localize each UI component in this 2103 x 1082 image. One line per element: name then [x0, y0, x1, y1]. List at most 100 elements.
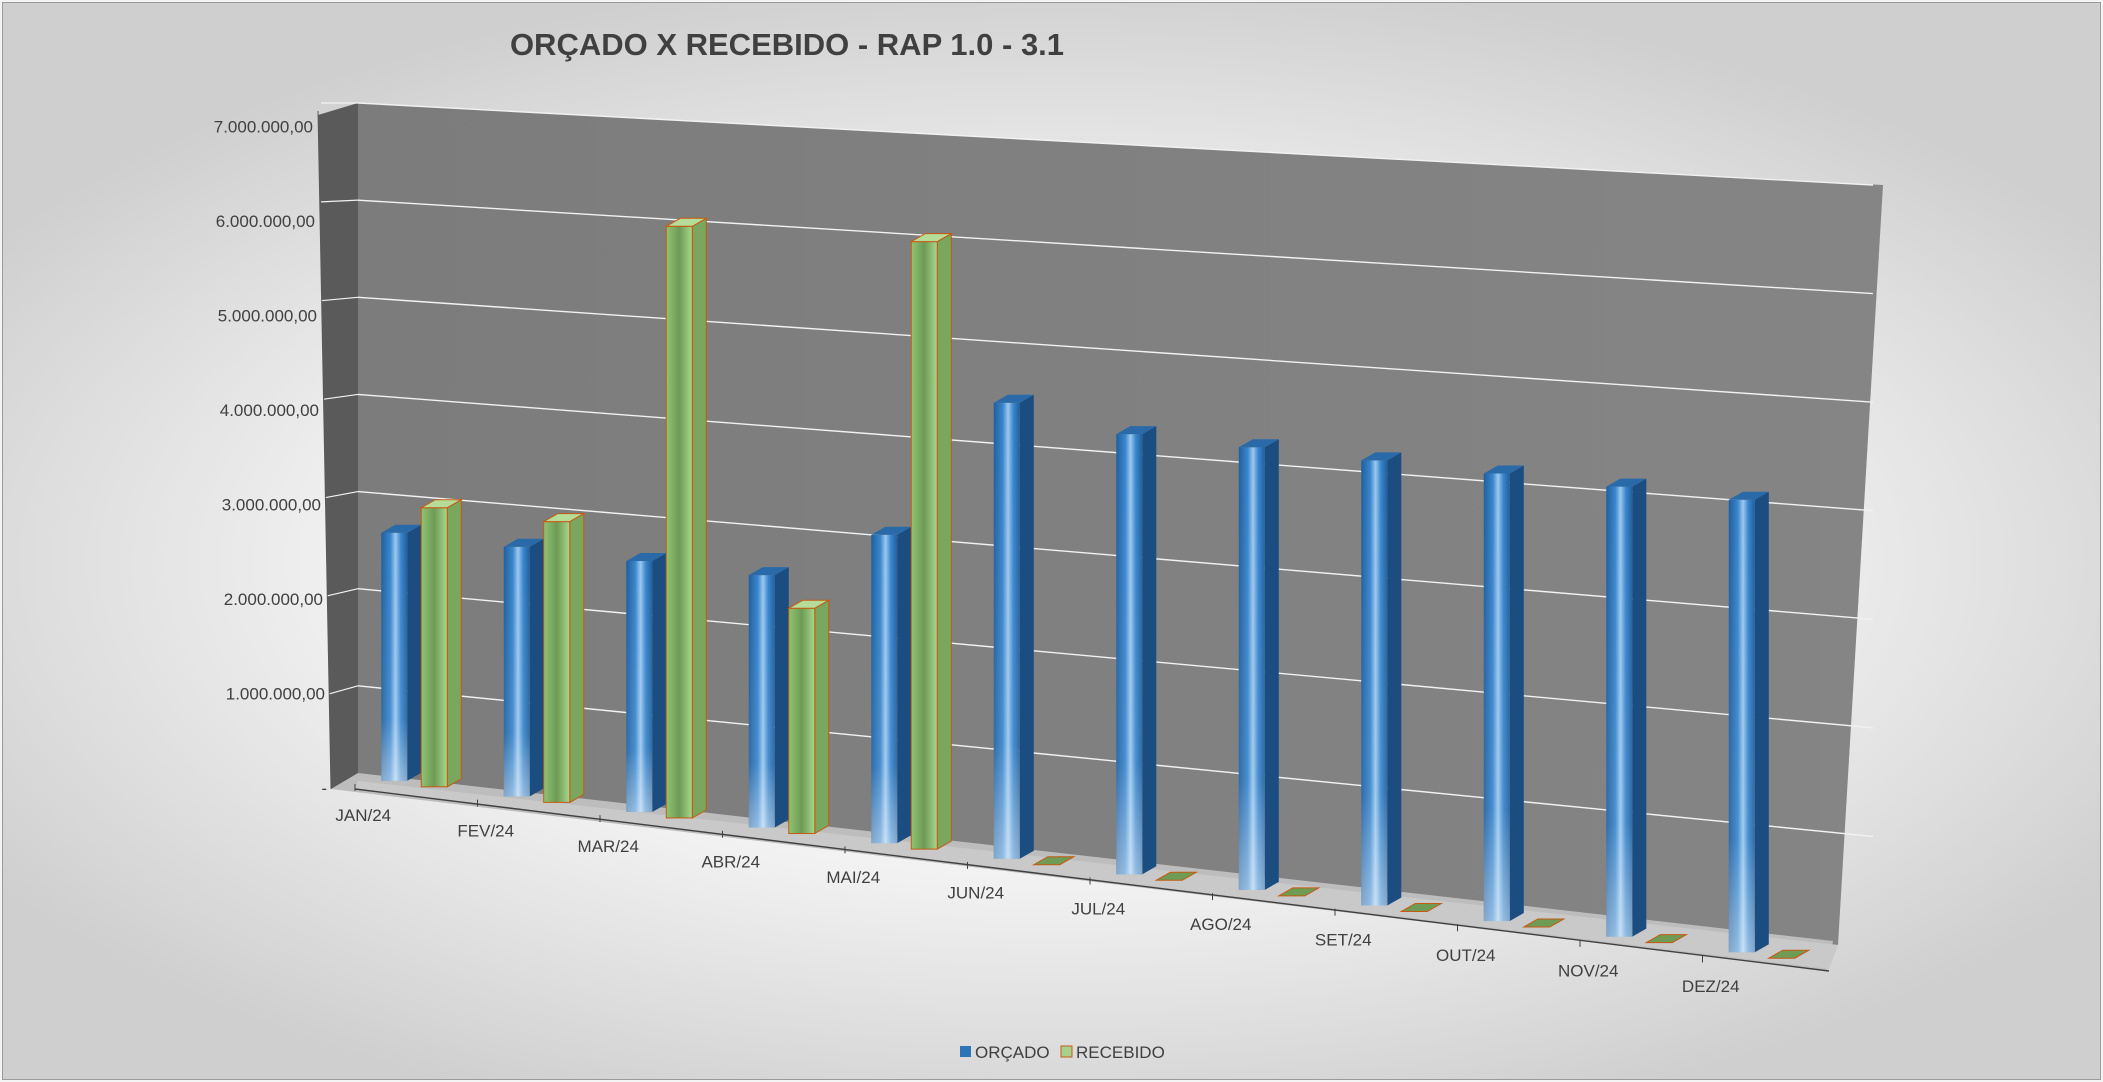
- floor-front: [355, 781, 1838, 969]
- bar-orcado-sheen: [626, 560, 653, 812]
- bar-recebido-front: [543, 521, 571, 803]
- y-tick-label: 3.000.000,00: [222, 496, 321, 515]
- chart-title: ORÇADO X RECEBIDO - RAP 1.0 - 3.1: [510, 27, 1064, 62]
- bar-orcado: [993, 394, 1034, 859]
- bar-recebido: [419, 498, 464, 788]
- bar-orcado: [381, 524, 422, 781]
- bar-orcado: [1238, 439, 1279, 890]
- bar-orcado: [1606, 478, 1647, 937]
- bar-recebido-side: [446, 498, 462, 788]
- legend: ORÇADO RECEBIDO: [960, 1043, 1165, 1062]
- bar-orcado-sheen: [1728, 499, 1755, 953]
- bar-recebido: [1399, 903, 1444, 912]
- bar-recebido-top: [1766, 949, 1811, 959]
- bar-recebido-top: [1399, 903, 1444, 912]
- gridline: [357, 102, 1874, 186]
- gridline: [357, 296, 1874, 403]
- bar-recebido-front: [420, 507, 448, 788]
- x-tick-label: JAN/24: [335, 806, 391, 825]
- bar-recebido: [664, 217, 709, 819]
- bar-recebido-side: [936, 232, 952, 850]
- bar-orcado: [748, 567, 789, 828]
- legend-label-recebido: RECEBIDO: [1076, 1043, 1165, 1062]
- bar-orcado-top: [748, 567, 789, 576]
- bar-orcado-side: [1509, 465, 1524, 921]
- bar-orcado-top: [871, 526, 912, 535]
- y-tick-label: 5.000.000,00: [218, 307, 317, 326]
- bar-recebido-front: [910, 241, 938, 850]
- bar-orcado-top: [1728, 491, 1769, 500]
- bar-orcado-sheen: [1483, 473, 1510, 922]
- legend-swatch-orcado: [960, 1046, 971, 1057]
- bar-orcado: [1728, 491, 1769, 953]
- bar-orcado-sheen: [1238, 447, 1265, 890]
- bar-orcado-top: [503, 538, 544, 547]
- bar-orcado-top: [1606, 478, 1647, 487]
- bar-orcado: [871, 526, 912, 844]
- bar-orcado-sheen: [503, 546, 530, 797]
- bar-orcado-side: [1264, 439, 1279, 890]
- bar-orcado-side: [897, 526, 912, 844]
- bar-recebido-top: [1644, 934, 1689, 944]
- bar-recebido-front: [665, 225, 693, 819]
- bar-recebido-side: [814, 599, 830, 835]
- bar-recebido: [1644, 934, 1689, 944]
- x-tick-label: AGO/24: [1190, 915, 1251, 934]
- bar-recebido: [909, 232, 954, 850]
- bar-recebido: [786, 599, 831, 835]
- gridline: [357, 199, 1874, 295]
- x-tick-label: MAR/24: [578, 837, 639, 856]
- side-gridline: [320, 296, 359, 302]
- side-gridline: [320, 490, 359, 500]
- y-axis-line: [317, 110, 332, 790]
- x-axis-line: [354, 788, 1830, 972]
- x-tick-label: JUL/24: [1071, 899, 1125, 918]
- bar-recebido-top: [664, 217, 709, 227]
- bar-orcado-top: [1361, 452, 1402, 461]
- y-tick-label: 4.000.000,00: [220, 401, 319, 420]
- bar-orcado-side: [1754, 491, 1769, 953]
- bar-orcado-sheen: [1116, 434, 1143, 875]
- bar-recebido-front: [788, 607, 816, 835]
- bar-orcado-top: [993, 394, 1034, 403]
- bar-orcado-side: [529, 538, 544, 797]
- bar-orcado: [1361, 452, 1402, 906]
- side-gridline: [320, 393, 359, 401]
- bar-recebido-top: [1031, 856, 1076, 866]
- bar-orcado-side: [1019, 394, 1034, 859]
- x-tick-label: SET/24: [1315, 930, 1372, 949]
- bar-orcado-sheen: [1361, 460, 1388, 906]
- bar-orcado-sheen: [871, 534, 898, 844]
- bar-recebido: [1031, 856, 1076, 866]
- bar-recebido: [1154, 871, 1199, 881]
- bar-recebido-top: [419, 499, 464, 509]
- bar-recebido-top: [541, 513, 586, 523]
- bar-recebido-side: [691, 217, 707, 819]
- y-tick-label: 7.000.000,00: [214, 118, 313, 137]
- bar-orcado-top: [1116, 426, 1157, 435]
- bar-recebido: [541, 512, 586, 804]
- x-tick-label: NOV/24: [1558, 962, 1618, 981]
- bar-recebido-top: [1276, 887, 1321, 897]
- bar-orcado-side: [407, 524, 422, 781]
- bar-orcado-side: [1387, 452, 1402, 906]
- bar-recebido-top: [1521, 918, 1566, 928]
- y-tick-label: 1.000.000,00: [226, 685, 325, 704]
- bar-orcado-sheen: [748, 575, 775, 828]
- bar-recebido-top: [786, 599, 831, 609]
- bar-recebido-side: [569, 512, 585, 804]
- bar-recebido: [1766, 949, 1811, 959]
- chart-canvas: ORÇADO X RECEBIDO - RAP 1.0 - 3.1 - 1.000…: [214, 27, 1883, 1062]
- bar-orcado: [1483, 465, 1524, 922]
- bar-orcado: [1116, 426, 1157, 875]
- bar-recebido: [1521, 918, 1566, 928]
- bar-recebido-top: [909, 233, 954, 243]
- bar-recebido: [1276, 887, 1321, 897]
- bar-orcado-top: [1238, 439, 1279, 448]
- x-tick-label: FEV/24: [457, 821, 514, 840]
- x-tick-label: ABR/24: [701, 853, 760, 872]
- x-tick-label: MAI/24: [826, 868, 880, 887]
- bar-orcado-sheen: [381, 532, 408, 781]
- y-tick-label: 6.000.000,00: [216, 212, 315, 231]
